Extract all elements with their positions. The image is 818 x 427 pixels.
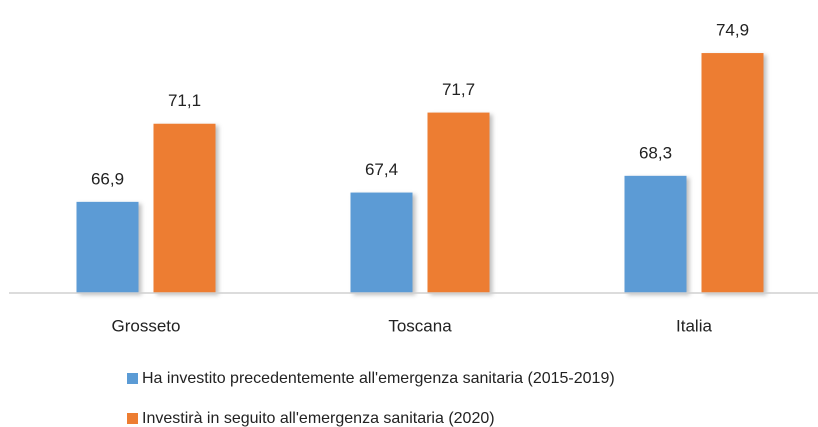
x-tick-label: Italia [676, 316, 712, 335]
legend-swatch [127, 413, 138, 424]
bar [624, 175, 687, 293]
bar [76, 201, 139, 293]
data-label: 68,3 [639, 143, 672, 162]
data-label: 74,9 [716, 21, 749, 40]
data-label: 67,4 [365, 160, 398, 179]
bar [701, 53, 764, 294]
bar [427, 112, 490, 293]
data-label: 71,7 [442, 80, 475, 99]
data-label: 71,1 [168, 91, 201, 110]
legend-label: Ha investito precedentemente all'emergen… [142, 370, 615, 387]
legend-label: Investirà in seguito all'emergenza sanit… [142, 410, 495, 427]
bar [350, 192, 413, 293]
x-tick-label: Toscana [388, 316, 452, 335]
bar [153, 123, 216, 294]
x-tick-label: Grosseto [112, 316, 181, 335]
data-label: 66,9 [91, 169, 124, 188]
legend-swatch [127, 373, 138, 384]
